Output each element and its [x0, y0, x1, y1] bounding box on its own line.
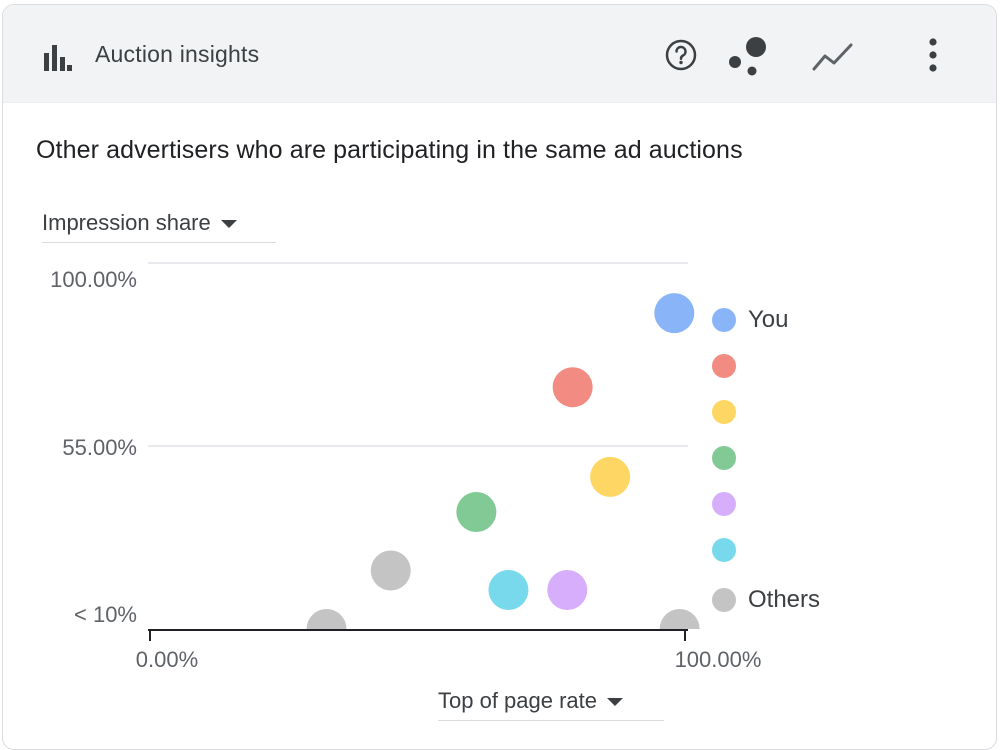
- legend-item[interactable]: [712, 489, 736, 519]
- x-metric-dropdown[interactable]: Top of page rate: [438, 688, 664, 721]
- legend-swatch: [712, 538, 736, 562]
- card-title: Auction insights: [95, 41, 260, 67]
- more-vert-icon: [929, 38, 937, 72]
- data-point[interactable]: [654, 293, 695, 334]
- legend-swatch: [712, 354, 736, 378]
- data-point[interactable]: [552, 367, 593, 408]
- bar-chart-icon: [43, 43, 73, 73]
- x-tick-label: 0.00%: [136, 647, 198, 672]
- legend-swatch: [712, 492, 736, 516]
- line-chart-button[interactable]: [811, 33, 855, 77]
- y-metric-label: Impression share: [42, 210, 211, 235]
- legend-swatch: [712, 308, 736, 332]
- data-point[interactable]: [547, 570, 588, 610]
- data-point[interactable]: [488, 570, 529, 610]
- x-metric-label: Top of page rate: [438, 688, 598, 713]
- legend-item[interactable]: Others: [712, 585, 820, 615]
- scatter-chart-button[interactable]: [725, 33, 769, 77]
- dropdown-arrow-icon: [607, 698, 624, 707]
- data-point[interactable]: [659, 609, 700, 649]
- x-tick-label: 100.00%: [675, 647, 762, 672]
- y-metric-dropdown[interactable]: Impression share: [42, 210, 276, 243]
- legend-item[interactable]: [712, 351, 736, 381]
- legend-label: You: [748, 306, 789, 333]
- legend-swatch: [712, 446, 736, 470]
- legend-item[interactable]: [712, 397, 736, 427]
- y-tick-label: 100.00%: [50, 267, 137, 292]
- legend-item[interactable]: [712, 443, 736, 473]
- legend-swatch: [712, 588, 736, 612]
- legend-label: Others: [748, 586, 821, 613]
- data-point[interactable]: [370, 550, 411, 591]
- data-point[interactable]: [590, 456, 631, 497]
- help-icon: [665, 39, 697, 71]
- data-point[interactable]: [456, 492, 497, 532]
- y-tick-label: 55.00%: [62, 435, 137, 460]
- legend-item[interactable]: [712, 535, 736, 565]
- legend-swatch: [712, 400, 736, 424]
- scatter-points: [306, 293, 700, 649]
- line-chart-icon: [812, 43, 853, 71]
- card-header: Auction insights: [3, 5, 996, 103]
- legend-item[interactable]: You: [712, 305, 789, 335]
- y-tick-label: < 10%: [74, 602, 137, 627]
- more-options-button[interactable]: [911, 33, 955, 77]
- chart-subtitle: Other advertisers who are participating …: [36, 136, 743, 164]
- data-point[interactable]: [306, 609, 347, 649]
- help-button[interactable]: [659, 33, 703, 77]
- scatter-chart-icon: [729, 37, 766, 76]
- dropdown-arrow-icon: [220, 220, 237, 229]
